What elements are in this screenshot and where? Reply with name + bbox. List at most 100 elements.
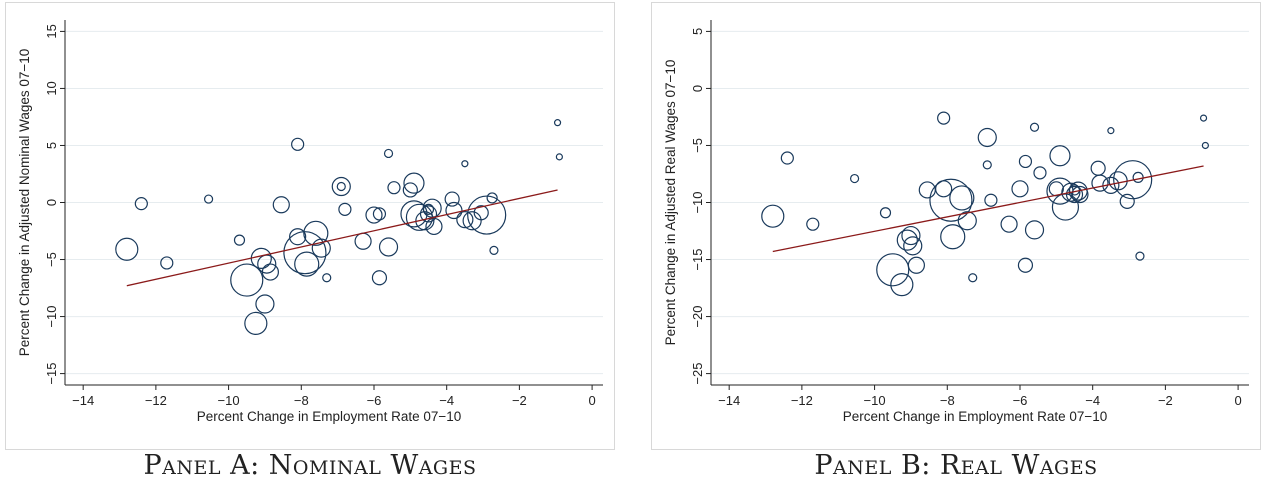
scatter-point xyxy=(291,137,305,151)
x-axis-title: Percent Change in Employment Rate 07−10 xyxy=(843,409,1108,424)
y-tick-label: 10 xyxy=(44,81,59,95)
scatter-point xyxy=(467,195,507,235)
scatter-point xyxy=(1049,145,1071,167)
scatter-point xyxy=(937,111,951,125)
y-tick-label: 5 xyxy=(690,28,705,35)
scatter-point xyxy=(1132,171,1144,184)
scatter-point xyxy=(890,273,914,297)
x-tick-label: −12 xyxy=(145,393,167,408)
y-tick-label: −5 xyxy=(44,252,59,267)
scatter-point xyxy=(1113,160,1153,200)
scatter-point xyxy=(555,153,563,161)
x-tick-label: −2 xyxy=(1158,393,1173,408)
x-tick-label: −14 xyxy=(72,393,94,408)
fit-line xyxy=(126,189,558,287)
scatter-point xyxy=(1107,127,1115,135)
scatter-point xyxy=(415,211,435,231)
scatter-point xyxy=(203,194,214,204)
scatter-point xyxy=(489,245,499,256)
x-tick-label: −2 xyxy=(512,393,527,408)
y-tick-label: −10 xyxy=(690,191,705,213)
scatter-point xyxy=(780,151,794,165)
scatter-point xyxy=(982,160,992,170)
panel-frame xyxy=(5,2,615,450)
scatter-point xyxy=(1000,215,1018,233)
chart-panel-b: −25 −20 −15 −10 −5 0 5 −14 −12 −10 −8 −6 −4 −2 0 Percen… xyxy=(651,2,1261,450)
scatter-point xyxy=(419,205,438,223)
scatter-point xyxy=(1033,166,1047,180)
x-tick-label: −10 xyxy=(218,393,240,408)
scatter-point xyxy=(977,127,997,148)
x-tick-label: −6 xyxy=(1013,393,1028,408)
scatter-point xyxy=(901,225,921,246)
x-tick-label: −4 xyxy=(1085,393,1100,408)
scatter-point xyxy=(1065,185,1084,204)
x-tick-label: −12 xyxy=(791,393,813,408)
y-tick-label: 0 xyxy=(44,199,59,206)
scatter-point xyxy=(949,185,975,211)
scatter-point xyxy=(378,237,399,257)
x-axis-title: Percent Change in Employment Rate 07−10 xyxy=(197,409,462,424)
scatter-point xyxy=(553,119,562,127)
scatter-point xyxy=(462,211,482,231)
scatter-point xyxy=(338,202,352,216)
scatter-point xyxy=(761,204,785,228)
scatter-point xyxy=(1119,193,1135,209)
scatter-point xyxy=(486,192,498,204)
scatter-point xyxy=(903,236,923,256)
scatter-point xyxy=(1199,114,1208,122)
scatter-point xyxy=(230,263,264,297)
scatter-point xyxy=(331,176,351,197)
y-tick-label: −5 xyxy=(690,138,705,153)
scatter-point xyxy=(1071,185,1089,204)
chart-panel-a: −15 −10 −5 0 5 10 15 −14 −12 −10 −8 −6 −4 −2 0 Percent … xyxy=(5,2,615,450)
scatter-point xyxy=(957,211,977,231)
scatter-point xyxy=(907,256,925,274)
scatter-plot-nominal-wages: −15 −10 −5 0 5 10 15 −14 −12 −10 −8 −6 −4 −2 0 Percent … xyxy=(5,2,615,450)
scatter-plot-real-wages: −25−20−15−10−505−14 −12 −10 −8 −6 −4 −2 0Percen… xyxy=(651,2,1261,450)
scatter-point xyxy=(272,196,290,214)
scatter-point xyxy=(160,256,174,270)
y-tick-label: 0 xyxy=(690,85,705,92)
x-tick-label: −14 xyxy=(718,393,740,408)
scatter-point xyxy=(444,191,460,207)
scatter-point xyxy=(1091,174,1109,192)
panel-b-caption: Panel B: Real Wages xyxy=(814,450,1098,481)
scatter-point xyxy=(1011,180,1029,198)
scatter-point xyxy=(1024,220,1045,240)
scatter-point xyxy=(876,253,910,287)
scatter-point xyxy=(1017,257,1034,273)
y-tick-label: −25 xyxy=(690,363,705,385)
y-tick-label: −10 xyxy=(44,306,59,328)
scatter-point xyxy=(425,217,443,236)
scatter-point xyxy=(984,193,998,207)
scatter-point xyxy=(403,172,425,194)
scatter-point xyxy=(387,181,401,195)
scatter-point xyxy=(968,273,978,283)
y-axis-title: Percent Change in Adjusted Real Wages 07… xyxy=(663,60,678,346)
scatter-point xyxy=(371,270,388,286)
scatter-point xyxy=(311,238,331,258)
scatter-point xyxy=(879,207,892,219)
scatter-point xyxy=(289,228,307,246)
scatter-point xyxy=(322,273,332,283)
y-tick-label: −15 xyxy=(690,249,705,271)
x-tick-label: 0 xyxy=(1234,393,1241,408)
scatter-point xyxy=(849,173,860,184)
scatter-point xyxy=(445,201,463,220)
scatter-point xyxy=(456,211,474,229)
scatter-point xyxy=(1051,193,1080,221)
scatter-point xyxy=(244,311,268,336)
scatter-point xyxy=(1018,154,1033,169)
panel-a-caption: Panel A: Nominal Wages xyxy=(143,450,477,481)
scatter-point xyxy=(402,182,418,198)
scatter-point xyxy=(383,148,394,159)
scatter-point xyxy=(1201,141,1209,150)
x-tick-label: −10 xyxy=(864,393,886,408)
scatter-point xyxy=(233,234,246,246)
scatter-point xyxy=(283,231,327,275)
scatter-point xyxy=(250,247,272,269)
panel-frame xyxy=(651,2,1261,450)
scatter-point xyxy=(461,160,469,168)
x-tick-label: 0 xyxy=(588,393,595,408)
